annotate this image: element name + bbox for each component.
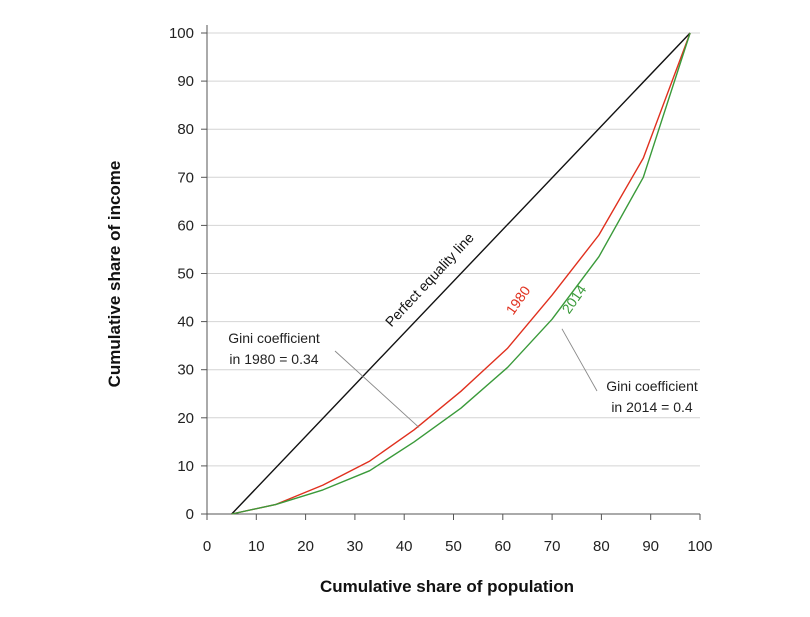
lorenz-1980-line — [231, 32, 691, 515]
x-tick-label-40: 40 — [396, 538, 413, 555]
series-lines — [231, 32, 691, 515]
series-label-equality: Perfect equality line — [382, 229, 477, 329]
x-tick-label-90: 90 — [642, 538, 659, 555]
y-axis-title: Cumulative share of income — [105, 161, 124, 388]
y-tick-label-90: 90 — [177, 73, 194, 90]
y-axis-ticks: 0 10 20 30 40 50 60 70 80 90 100 — [169, 25, 207, 523]
gini-2014-leader-line — [561, 328, 598, 392]
x-axis-title: Cumulative share of population — [320, 577, 574, 596]
x-tick-label-100: 100 — [687, 538, 712, 555]
y-tick-label-100: 100 — [169, 25, 194, 42]
x-tick-label-10: 10 — [248, 538, 265, 555]
gini-1980-annotation-line2: in 1980 = 0.34 — [229, 351, 318, 367]
y-tick-label-60: 60 — [177, 217, 194, 234]
y-tick-label-20: 20 — [177, 410, 194, 427]
equality-line — [231, 32, 691, 515]
series-label-1980: 1980 — [502, 283, 533, 318]
series-label-2014: 2014 — [558, 282, 589, 317]
x-tick-label-50: 50 — [445, 538, 462, 555]
annotation-leaders — [334, 328, 598, 428]
x-axis-ticks: 0 10 20 30 40 50 60 70 80 90 100 — [203, 514, 713, 555]
y-tick-label-70: 70 — [177, 169, 194, 186]
gridlines — [207, 32, 700, 467]
y-tick-label-50: 50 — [177, 266, 194, 283]
x-tick-label-80: 80 — [593, 538, 610, 555]
x-tick-label-70: 70 — [544, 538, 561, 555]
axes — [206, 25, 700, 515]
x-tick-label-30: 30 — [347, 538, 364, 555]
y-tick-label-10: 10 — [177, 458, 194, 475]
x-tick-label-20: 20 — [297, 538, 314, 555]
gini-2014-annotation-line2: in 2014 = 0.4 — [611, 399, 693, 415]
y-tick-label-30: 30 — [177, 362, 194, 379]
y-tick-label-40: 40 — [177, 314, 194, 331]
x-tick-label-0: 0 — [203, 538, 211, 555]
lorenz-2014-line — [231, 32, 691, 515]
x-tick-label-60: 60 — [494, 538, 511, 555]
gini-2014-annotation-line1: Gini coefficient — [606, 378, 698, 394]
y-tick-label-80: 80 — [177, 121, 194, 138]
gini-1980-leader-line — [334, 350, 420, 428]
gini-1980-annotation-line1: Gini coefficient — [228, 330, 320, 346]
y-tick-label-0: 0 — [186, 506, 194, 523]
